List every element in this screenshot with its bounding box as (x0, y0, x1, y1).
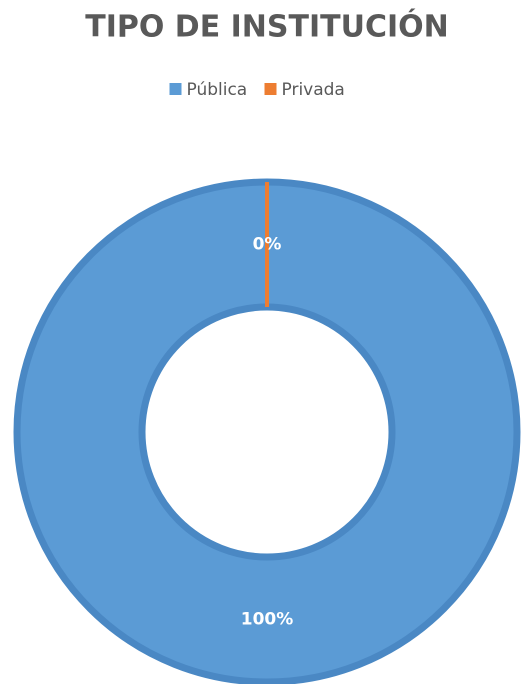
data-label: 0% (253, 235, 282, 255)
legend-swatch (264, 83, 277, 95)
chart-title: TIPO DE INSTITUCIÓN (85, 8, 449, 45)
legend-swatch (169, 83, 182, 95)
data-label: 100% (241, 610, 294, 630)
legend-label: Pública (187, 80, 248, 100)
donut-slice (13, 178, 521, 684)
legend-label: Privada (282, 80, 345, 100)
